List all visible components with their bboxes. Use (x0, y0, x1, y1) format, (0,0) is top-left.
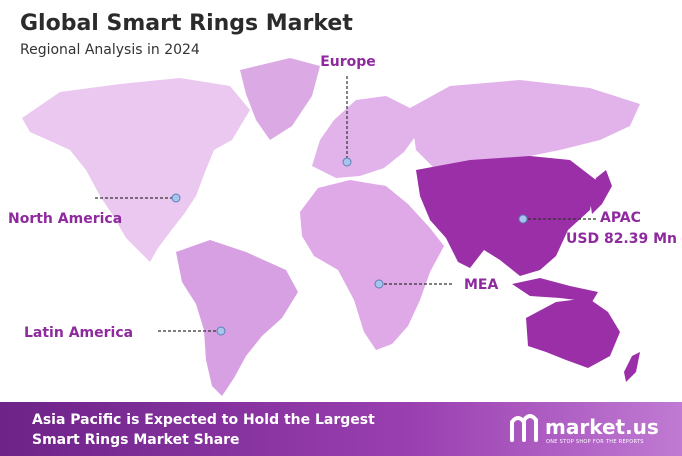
region-value: USD 82.39 Mn (566, 231, 677, 247)
marker-north-america (171, 193, 181, 203)
europe (312, 96, 420, 178)
footer-line: Smart Rings Market Share (32, 432, 240, 448)
apac (416, 156, 596, 276)
region-label: APAC (600, 210, 641, 226)
logo-icon (510, 414, 538, 442)
greenland (240, 58, 320, 140)
new-zealand (624, 352, 640, 382)
region-label: Europe (320, 54, 376, 70)
marker-apac (518, 214, 528, 224)
footer-line: Asia Pacific is Expected to Hold the Lar… (32, 412, 375, 428)
logo-tagline: ONE STOP SHOP FOR THE REPORTS (546, 439, 644, 445)
title: Global Smart Rings Market (20, 11, 353, 36)
region-label: Latin America (24, 325, 133, 341)
marker-mea (374, 279, 384, 289)
australia (526, 298, 620, 368)
marker-latin-america (216, 326, 226, 336)
continents (22, 58, 640, 396)
region-label: MEA (464, 277, 498, 293)
russia-asia (410, 80, 640, 170)
logo-text: market.us (545, 415, 659, 439)
region-label: North America (8, 211, 122, 227)
north-america (22, 78, 250, 262)
islands (512, 278, 598, 302)
subtitle: Regional Analysis in 2024 (20, 42, 200, 58)
marker-europe (342, 157, 352, 167)
japan (590, 170, 612, 214)
africa (300, 180, 444, 350)
footer-band (0, 402, 682, 456)
south-america (176, 240, 298, 396)
